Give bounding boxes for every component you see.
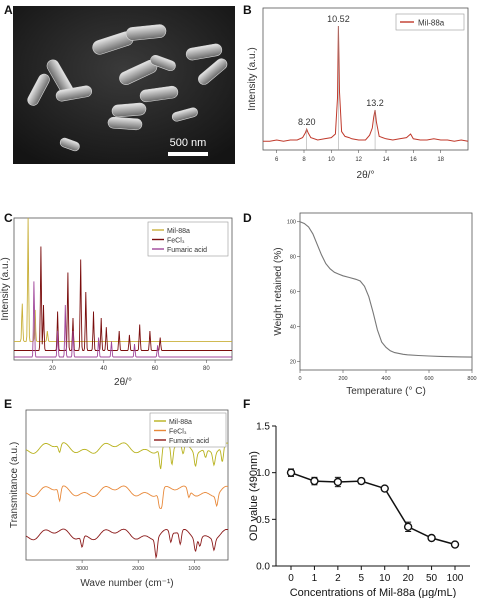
legend-label: FeCl₃ xyxy=(169,428,187,435)
panel-letter-b: B xyxy=(243,3,252,17)
series-line-0 xyxy=(14,217,232,342)
chart-f-od-values: 0.0 0.5 1.0 1.5 0 1 2 5 10 20 50 100 OD value (490nm… xyxy=(248,422,470,598)
panel-letter-f: F xyxy=(243,397,250,411)
x-axis-label: Concentrations of Mil-88a (μg/mL) xyxy=(290,587,457,598)
chart-c-xrd-comparison: 20 40 60 80 Mil-88a FeCl₃ Fumaric acid Intensit… xyxy=(0,217,233,388)
panel-letter-a: A xyxy=(4,3,13,17)
data-point xyxy=(333,477,343,487)
x-tick-label: 6 xyxy=(275,157,279,163)
x-tick-label: 8 xyxy=(302,157,306,163)
series-line-1 xyxy=(25,485,229,509)
x-tick-label: 12 xyxy=(355,157,362,163)
x-tick-label: 16 xyxy=(410,157,417,163)
y-tick-label: 0.5 xyxy=(256,515,270,526)
legend-label: Mil-88a xyxy=(167,228,190,235)
sem-micrograph: 500 nm xyxy=(13,6,235,164)
x-axis-label: 2θ/° xyxy=(357,170,375,181)
x-tick-label: 0 xyxy=(288,573,294,584)
y-tick-label: 100 xyxy=(287,220,296,226)
y-axis-label: Weight retained (%) xyxy=(273,247,284,335)
y-axis-label: Intensity (a.u.) xyxy=(0,257,11,320)
x-tick-label: 0 xyxy=(298,376,301,382)
y-tick-label: 40 xyxy=(290,324,296,330)
scale-bar xyxy=(168,152,208,156)
y-tick-label: 0.0 xyxy=(256,562,270,573)
y-tick-label: 80 xyxy=(290,255,296,261)
x-tick-label: 1000 xyxy=(188,566,200,572)
x-tick-label: 14 xyxy=(383,157,390,163)
x-tick-label: 60 xyxy=(152,366,159,372)
chart-b-xrd-mil88a: 6 8 10 12 14 16 18 8.20 10.52 13.2 Mil-88a Intensit… xyxy=(247,7,469,181)
y-tick-label: 1.5 xyxy=(256,422,270,433)
series-line-2 xyxy=(25,528,229,560)
panel-letter-e: E xyxy=(4,397,12,411)
legend-label-mil88a: Mil-88a xyxy=(418,19,445,28)
data-point xyxy=(310,476,319,486)
legend-label: Mil-88a xyxy=(169,419,192,426)
data-point xyxy=(427,533,436,543)
y-axis-label: OD value (490nm) xyxy=(248,451,260,541)
series-line-tga xyxy=(299,221,473,358)
plot-frame xyxy=(13,217,233,361)
y-axis-label: Intensity (a.u.) xyxy=(247,47,258,110)
legend-box xyxy=(395,13,465,31)
series-line-mil88a xyxy=(263,25,469,142)
x-axis-label: Temperature (° C) xyxy=(346,386,426,397)
x-axis-label: 2θ/° xyxy=(114,377,132,388)
data-point xyxy=(380,484,389,493)
data-point xyxy=(403,522,413,531)
x-tick-label: 50 xyxy=(426,573,438,584)
x-tick-label: 600 xyxy=(424,376,433,382)
y-tick-label: 60 xyxy=(290,290,296,296)
x-tick-label: 5 xyxy=(359,573,365,584)
x-tick-label: 100 xyxy=(447,573,464,584)
series-line-2 xyxy=(14,281,232,358)
scale-bar-label: 500 nm xyxy=(170,137,207,149)
x-tick-label: 20 xyxy=(403,573,415,584)
x-tick-label: 1 xyxy=(312,573,318,584)
series-line-1 xyxy=(14,246,232,351)
x-tick-label: 3000 xyxy=(76,566,88,572)
peak-label: 10.52 xyxy=(327,14,350,24)
peak-label: 8.20 xyxy=(298,117,316,127)
x-tick-label: 18 xyxy=(437,157,444,163)
series-line-0 xyxy=(25,442,229,470)
legend-label: Fumaric acid xyxy=(169,438,209,445)
x-tick-label: 200 xyxy=(338,376,347,382)
x-tick-label: 10 xyxy=(328,157,335,163)
x-tick-label: 10 xyxy=(379,573,391,584)
y-tick-label: 1.0 xyxy=(256,468,270,479)
x-tick-label: 2 xyxy=(335,573,341,584)
x-tick-label: 400 xyxy=(381,376,390,382)
data-point xyxy=(357,476,366,486)
x-tick-label: 20 xyxy=(49,366,56,372)
peak-label: 13.2 xyxy=(366,98,384,108)
panel-letter-c: C xyxy=(4,211,13,225)
x-tick-label: 800 xyxy=(467,376,476,382)
y-axis-label: Transmitance (a.u.) xyxy=(9,442,20,528)
data-point xyxy=(286,468,296,477)
panel-letter-d: D xyxy=(243,211,252,225)
x-tick-label: 2000 xyxy=(132,566,144,572)
plot-frame xyxy=(25,409,229,561)
x-axis-label: Wave number (cm⁻¹) xyxy=(80,578,173,589)
x-tick-label: 80 xyxy=(203,366,210,372)
legend-label: Fumaric acid xyxy=(167,247,207,254)
data-point xyxy=(450,540,460,549)
y-tick-label: 20 xyxy=(290,359,296,365)
legend-label: FeCl₃ xyxy=(167,237,185,244)
chart-d-tga: 0 200 400 600 800 100 80 60 40 20 Weight retained … xyxy=(273,212,477,397)
plot-frame xyxy=(262,7,469,151)
chart-e-ftir: 3000 2000 1000 Mil-88a FeCl₃ Fumaric acid Tran… xyxy=(9,409,229,589)
x-tick-label: 40 xyxy=(100,366,107,372)
